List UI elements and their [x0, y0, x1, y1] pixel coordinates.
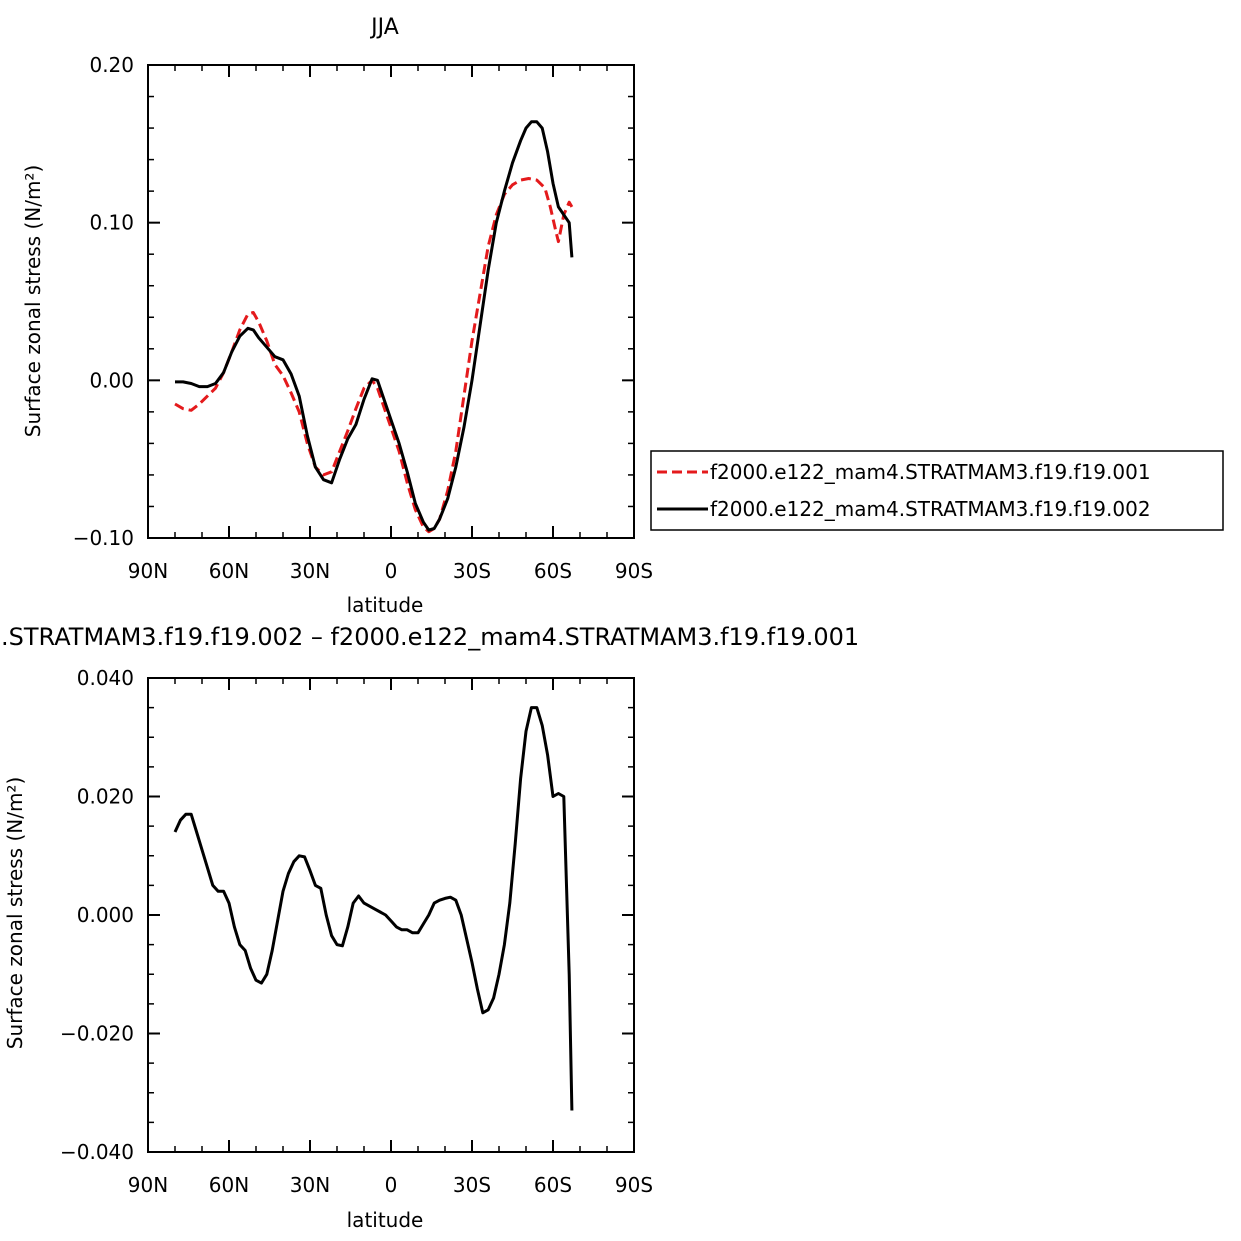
bottom-y-axis-label: Surface zonal stress (N/m²): [3, 777, 27, 1049]
series-line-0-1: [175, 120, 574, 532]
x-tick-label: 90N: [128, 1173, 168, 1197]
x-tick-label: 30S: [453, 559, 491, 583]
x-tick-label: 0: [385, 1173, 398, 1197]
bottom-chart-title: .STRATMAM3.f19.f19.002 – f2000.e122_mam4…: [1, 623, 859, 651]
x-tick-label: 60N: [209, 1173, 249, 1197]
series-line-1-0: [173, 706, 574, 1111]
bottom-x-axis-label: latitude: [347, 1208, 424, 1232]
x-tick-label: 30N: [290, 559, 330, 583]
y-tick-label: −0.020: [60, 1022, 134, 1046]
legend: f2000.e122_mam4.STRATMAM3.f19.f19.001 f2…: [650, 450, 1224, 531]
x-tick-label: 90N: [128, 559, 168, 583]
x-tick-label: 0: [385, 559, 398, 583]
x-tick-label: 90S: [615, 1173, 653, 1197]
x-tick-label: 90S: [615, 559, 653, 583]
bottom-series-lines: [173, 706, 574, 1111]
top-plot-frame: [147, 64, 635, 539]
y-tick-label: 0.20: [89, 53, 134, 77]
x-tick-label: 30N: [290, 1173, 330, 1197]
y-tick-label: 0.020: [77, 785, 134, 809]
bottom-panel: .STRATMAM3.f19.f19.002 – f2000.e122_mam4…: [1, 623, 859, 1232]
legend-box: [650, 450, 1224, 531]
bottom-axes: 90N 60N 30N 0 30S 60S 90S −0.040 −0.020 0.000 0.02…: [60, 666, 653, 1197]
x-tick-label: 60S: [534, 1173, 572, 1197]
y-tick-label: 0.000: [77, 903, 134, 927]
top-chart-title: JJA: [369, 15, 399, 40]
top-axes: 90N 60N 30N 0 30S 60S 90S −0.10 0.00 0.10 0.20: [73, 53, 653, 583]
x-tick-label: 30S: [453, 1173, 491, 1197]
y-tick-label: −0.040: [60, 1140, 134, 1164]
top-x-axis-label: latitude: [347, 593, 424, 617]
series-line-0-0: [174, 177, 574, 534]
y-tick-label: 0.040: [77, 666, 134, 690]
y-tick-label: 0.00: [89, 368, 134, 392]
bottom-plot-frame: [147, 677, 635, 1153]
y-tick-label: −0.10: [73, 526, 134, 550]
x-tick-label: 60N: [209, 559, 249, 583]
top-panel: JJA 90N 60N 30N 0 30S 60S 90S −0.10 0.00 0.10 0.20…: [21, 15, 653, 617]
top-y-axis-label: Surface zonal stress (N/m²): [21, 165, 45, 437]
legend-label-001: f2000.e122_mam4.STRATMAM3.f19.f19.001: [710, 460, 1151, 484]
legend-label-002: f2000.e122_mam4.STRATMAM3.f19.f19.002: [710, 497, 1151, 521]
top-series-lines: [174, 120, 574, 534]
y-tick-label: 0.10: [89, 211, 134, 235]
x-tick-label: 60S: [534, 559, 572, 583]
